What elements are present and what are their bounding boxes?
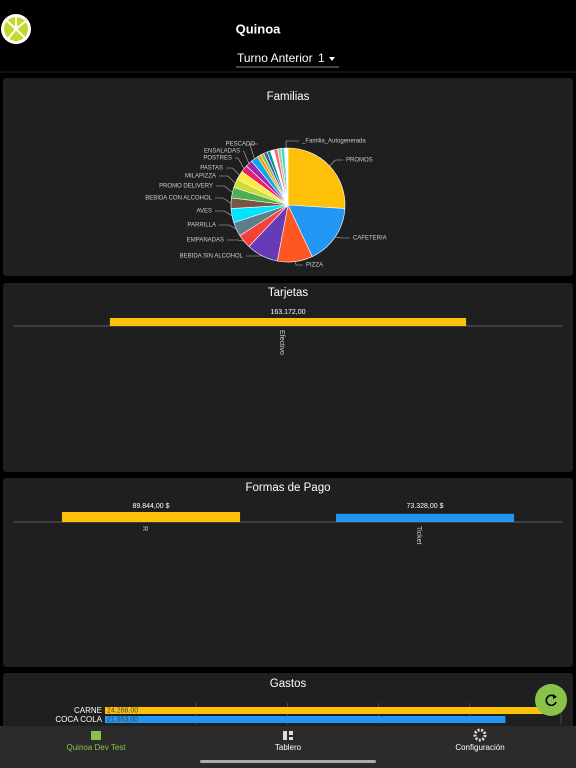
slice-label: EMPANADAS <box>187 238 224 244</box>
leader-line <box>294 261 303 266</box>
category-label: R <box>141 526 148 531</box>
slice-label: AVES <box>196 209 212 215</box>
bar <box>335 513 515 522</box>
leader-line <box>226 167 240 176</box>
leader-line <box>285 140 299 149</box>
charts: Familias PROMOS CAFETERIA PIZZA BEBIDA SIN A… <box>14 91 562 724</box>
leader-line <box>227 239 245 242</box>
slice-label: PASTAS <box>200 166 223 172</box>
bar <box>105 716 506 723</box>
bar <box>109 318 467 326</box>
refresh-button[interactable] <box>535 684 567 716</box>
bar <box>105 707 549 714</box>
slice-label: PARRILLA <box>187 223 216 229</box>
shift-selector[interactable]: Turno Anterior 1 <box>236 51 339 68</box>
nav-item[interactable]: Quinoa Dev Test <box>67 731 127 752</box>
nav-item[interactable]: Configuración <box>455 728 505 752</box>
leader-line <box>335 236 350 239</box>
value-label: 24.288,00 <box>107 708 138 715</box>
chart-title: Familias <box>267 91 310 103</box>
nav-label: Configuración <box>455 743 504 752</box>
leader-line <box>249 143 258 159</box>
leader-line <box>219 175 236 184</box>
slice-label: _Familia_Autogenerada <box>301 139 366 145</box>
category-label: COCA COLA <box>55 715 102 724</box>
nav-label: Tablero <box>275 743 302 752</box>
category-label: CARNE <box>74 706 102 715</box>
selector-value: 1 <box>318 51 325 65</box>
app-title: Quinoa <box>236 21 282 36</box>
value-label: 73.328,00 $ <box>407 503 444 510</box>
leader-line <box>215 210 233 216</box>
slice-label: CAFETERIA <box>353 236 387 242</box>
leader-line <box>235 157 245 169</box>
leader-line <box>329 159 343 167</box>
bar <box>61 512 241 522</box>
panel <box>3 478 573 667</box>
nav-label: Quinoa Dev Test <box>67 743 127 752</box>
category-label: Ticket <box>415 526 422 544</box>
chart-title: Tarjetas <box>268 287 309 299</box>
value-label: 89.844,00 $ <box>133 503 170 510</box>
value-label: 163.172,00 <box>270 309 305 316</box>
chart-title: Gastos <box>270 678 307 690</box>
slice-label: PESCADO <box>226 142 256 148</box>
logo[interactable] <box>1 14 31 44</box>
panel <box>3 283 573 472</box>
home-indicator <box>200 760 376 763</box>
slice-label: PROMOS <box>346 158 373 164</box>
value-label: 21.953,00 <box>107 717 138 724</box>
leader-line <box>215 197 232 204</box>
selector-label: Turno Anterior <box>237 51 313 65</box>
slice-label: PIZZA <box>306 263 323 269</box>
slice-label: PROMO DELIVERY <box>159 184 213 190</box>
category-label: Efectivo <box>278 330 285 355</box>
leader-line <box>219 224 237 230</box>
chart-title: Formas de Pago <box>245 482 330 494</box>
slice-label: MILAPIZZA <box>185 174 216 180</box>
leader-line <box>216 185 233 193</box>
slice-label: BEBIDA CON ALCOHOL <box>145 196 212 202</box>
nav-item[interactable]: Tablero <box>275 731 302 752</box>
slice-label: ENSALADAS <box>204 149 240 155</box>
slice-label: POSTRES <box>203 156 232 162</box>
slice-label: BEBIDA SIN ALCOHOL <box>180 254 244 260</box>
leader-line <box>243 150 250 164</box>
pie-slice <box>287 147 346 209</box>
